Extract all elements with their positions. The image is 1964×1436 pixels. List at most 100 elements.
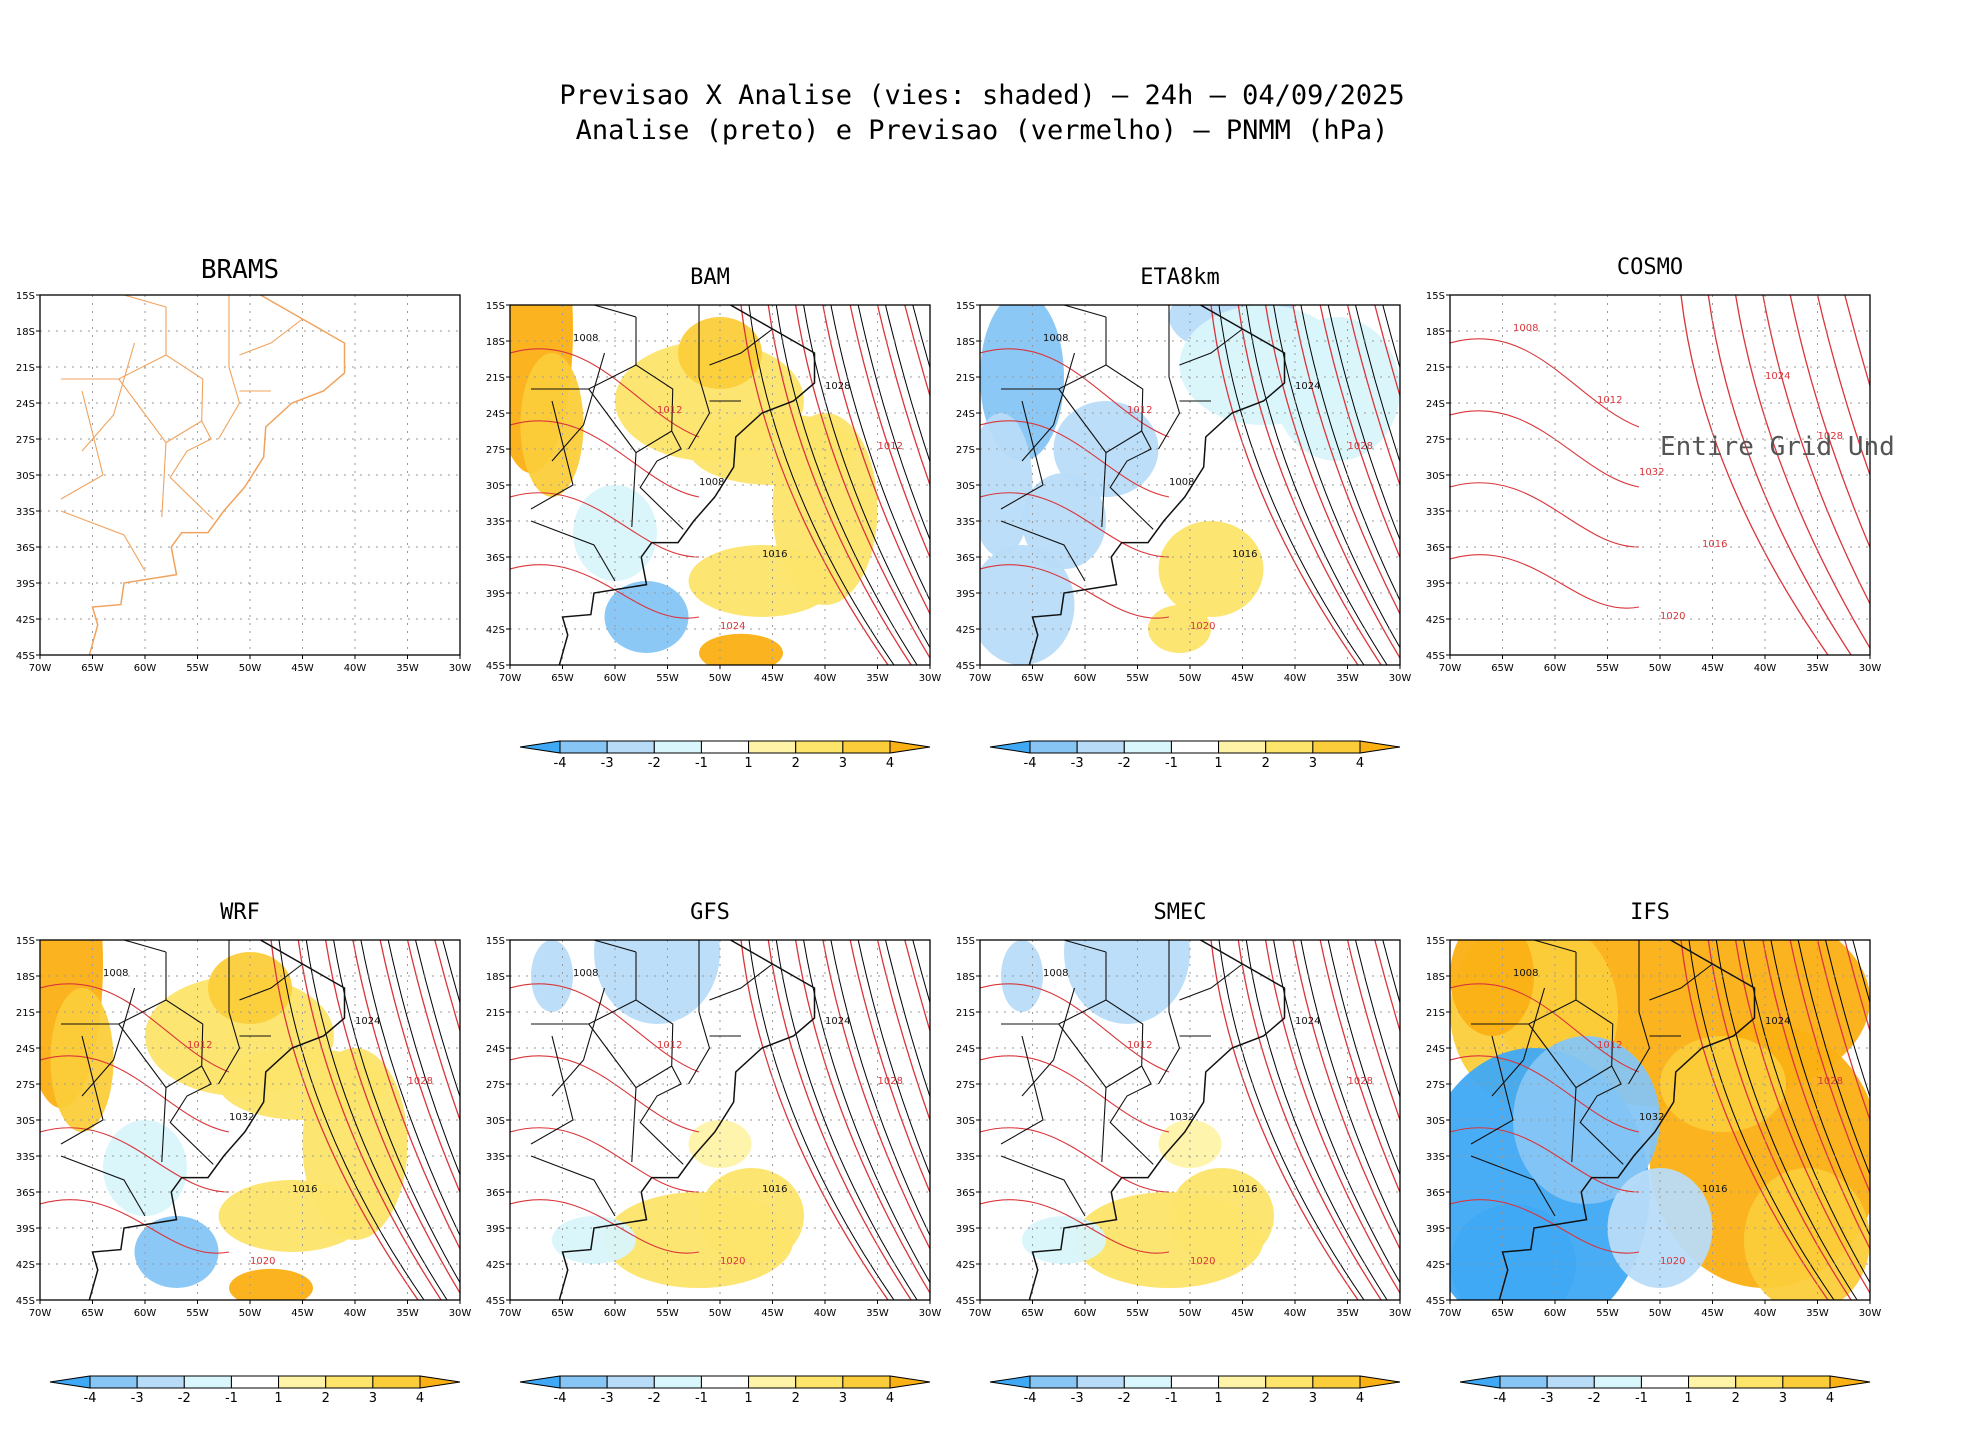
isobar-label: 1028 <box>1348 441 1373 452</box>
analysis-isobar <box>857 940 930 1176</box>
country-border <box>1470 1155 1556 1217</box>
lon-tick-label: 40W <box>1284 1308 1307 1319</box>
isobar-label: 1016 <box>1232 1184 1257 1195</box>
map-eta: 1008 1012 1016 1020 1024 1028 1008 15S 18S 21S 24S… <box>956 301 1411 684</box>
lon-tick-label: 70W <box>1439 663 1462 674</box>
forecast-isobar <box>849 305 930 559</box>
forecast-isobar <box>1872 940 1964 1300</box>
map-cosmo: 1008 1012 1016 1020 1024 1028 1032 15S 18S 21S 24S… <box>1426 291 1895 674</box>
forecast-isobar <box>822 940 930 1251</box>
country-border <box>530 1035 574 1145</box>
lon-tick-label: 60W <box>1074 673 1097 684</box>
lat-tick-label: 18S <box>486 972 505 983</box>
lon-tick-label: 70W <box>969 673 992 684</box>
country-border <box>60 390 104 500</box>
bias-shading <box>573 485 657 581</box>
lat-tick-label: 39S <box>16 579 35 590</box>
colorbar-label: -3 <box>1541 1391 1554 1406</box>
colorbar-label: -4 <box>1024 1391 1037 1406</box>
lat-tick-label: 18S <box>486 337 505 348</box>
lon-tick-label: 35W <box>396 1308 419 1319</box>
colorbar-label: 1 <box>1684 1391 1692 1406</box>
isobar-label: 1032 <box>1639 467 1664 478</box>
lat-tick-label: 15S <box>956 936 975 947</box>
lat-tick-label: 36S <box>1426 1188 1445 1199</box>
coastline <box>1028 305 1286 665</box>
lat-tick-label: 42S <box>486 625 505 636</box>
forecast-isobar <box>849 940 930 1194</box>
bias-shading <box>688 1120 752 1168</box>
lat-tick-label: 30S <box>486 1116 505 1127</box>
lat-tick-label: 24S <box>16 399 35 410</box>
country-border <box>1000 1155 1086 1217</box>
lon-tick-label: 70W <box>969 1308 992 1319</box>
forecast-isobar <box>1450 338 1640 428</box>
colorbar-label: -1 <box>225 1391 238 1406</box>
country-border <box>1058 1023 1142 1089</box>
lon-tick-label: 65W <box>1491 1308 1514 1319</box>
lat-tick-label: 36S <box>16 543 35 554</box>
lat-tick-label: 45S <box>1426 1296 1445 1307</box>
analysis-isobar <box>415 940 460 1099</box>
colorbar-label: -1 <box>695 1391 708 1406</box>
country-border <box>1000 1035 1044 1145</box>
bias-shading <box>1744 1168 1870 1300</box>
colorbar-swatch <box>325 1375 374 1389</box>
colorbar-ifs: -4 -3 -2 -1 1 2 3 4 <box>1455 1370 1875 1410</box>
colorbar-swatch <box>230 1375 280 1389</box>
lat-tick-label: 15S <box>956 301 975 312</box>
isobar-label: 1020 <box>1190 1256 1215 1267</box>
country-border <box>123 940 167 953</box>
country-border <box>1470 1035 1514 1145</box>
forecast-isobar <box>794 305 930 660</box>
colorbar-swatch <box>1170 740 1220 754</box>
lat-tick-label: 24S <box>956 409 975 420</box>
colorbar-label: -4 <box>554 756 567 771</box>
lat-tick-label: 24S <box>1426 399 1445 410</box>
lon-tick-label: 60W <box>1074 1308 1097 1319</box>
country-border <box>1575 952 1624 1165</box>
country-border <box>239 963 303 1001</box>
forecast-isobar <box>1237 305 1382 665</box>
lon-tick-label: 45W <box>1231 673 1254 684</box>
colorbar-swatch <box>842 740 891 754</box>
country-border <box>635 952 684 1165</box>
colorbar-label: -2 <box>178 1391 191 1406</box>
forecast-isobar <box>1374 940 1400 1034</box>
bias-shading <box>1053 401 1159 497</box>
country-border <box>1571 1087 1577 1163</box>
forecast-isobar <box>324 940 460 1295</box>
colorbar-gfs: -4 -3 -2 -1 1 2 3 4 <box>515 1370 935 1410</box>
lon-tick-label: 60W <box>134 663 157 674</box>
colorbar-swatch <box>1593 1375 1642 1389</box>
colorbar-swatch <box>1782 1375 1831 1389</box>
forecast-isobar <box>270 940 419 1300</box>
analysis-isobar <box>1825 940 1870 1099</box>
isobar-label: 1016 <box>762 549 787 560</box>
isobar-label: 1016 <box>292 1184 317 1195</box>
lat-tick-label: 36S <box>956 553 975 564</box>
analysis-isobar <box>442 940 460 1005</box>
colorbar-swatch <box>1076 1375 1125 1389</box>
forecast-isobar <box>40 1127 230 1193</box>
forecast-isobar <box>1237 940 1382 1300</box>
country-border <box>688 940 711 1085</box>
isobar-label: 1012 <box>1597 395 1622 406</box>
country-border <box>551 987 606 1097</box>
lon-tick-label: 65W <box>81 1308 104 1319</box>
lon-tick-label: 70W <box>29 1308 52 1319</box>
isobar-label: 1020 <box>1660 1256 1685 1267</box>
panel-ifs: IFS 1008 1012 1016 1020 1024 1028 1032 15S 18S 21S… <box>1426 900 1881 1319</box>
colorbar-swatch <box>1265 740 1314 754</box>
colorbar-label: 4 <box>1356 756 1364 771</box>
forecast-isobar <box>980 564 1170 619</box>
lat-tick-label: 24S <box>486 409 505 420</box>
analysis-isobar <box>885 940 930 1099</box>
lat-tick-label: 18S <box>16 972 35 983</box>
isobar-label: 1024 <box>1765 371 1790 382</box>
colorbar-label: 4 <box>416 1391 424 1406</box>
analysis-isobar <box>857 305 930 541</box>
lat-tick-label: 39S <box>1426 579 1445 590</box>
lon-tick-label: 30W <box>919 1308 942 1319</box>
colorbar-swatch <box>1123 1375 1172 1389</box>
